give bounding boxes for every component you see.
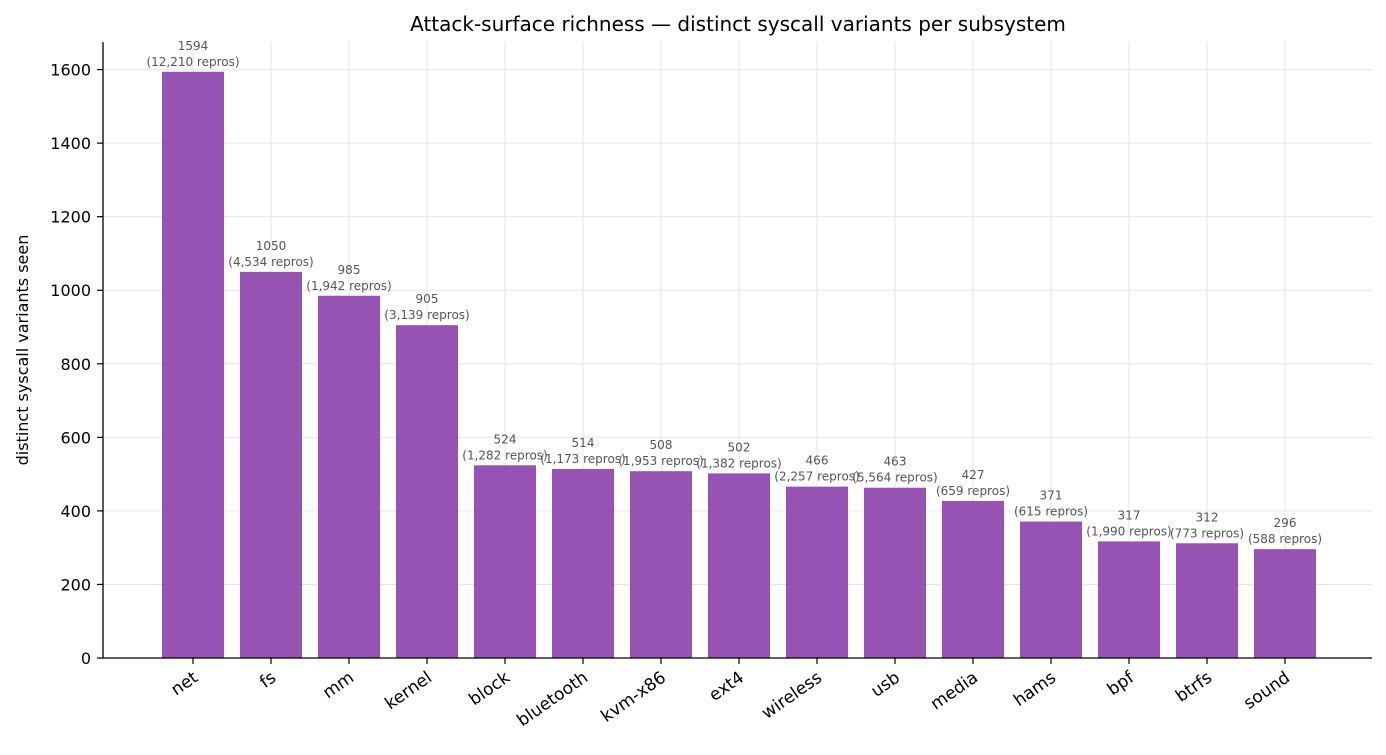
value-label: 312	[1196, 510, 1219, 524]
bar-kernel	[396, 325, 458, 658]
repro-label: (1,990 repros)	[1086, 524, 1171, 538]
value-label: 985	[338, 263, 361, 277]
value-label: 427	[962, 468, 985, 482]
chart-title: Attack-surface richness — distinct sysca…	[410, 12, 1066, 36]
y-tick-label: 400	[60, 502, 91, 521]
x-tick-label: hams	[1010, 668, 1060, 711]
y-tick-label: 1600	[50, 61, 91, 80]
value-label: 514	[572, 436, 595, 450]
x-tick-label: block	[465, 668, 514, 710]
value-label: 466	[806, 454, 829, 468]
x-tick-label: mm	[319, 668, 358, 703]
repro-label: (3,139 repros)	[384, 308, 469, 322]
bar-block	[474, 465, 536, 658]
y-axis-label: distinct syscall variants seen	[13, 235, 32, 466]
y-tick-label: 1000	[50, 281, 91, 300]
bar-kvm-x86	[630, 471, 692, 658]
repro-label: (773 repros)	[1170, 526, 1244, 540]
x-tick-label: fs	[256, 668, 280, 693]
bar-mm	[318, 295, 380, 658]
value-label: 524	[494, 432, 517, 446]
x-tick-label: media	[927, 668, 982, 715]
bar-ext4	[708, 473, 770, 658]
bar-fs	[240, 271, 302, 658]
repro-label: (5,564 repros)	[852, 471, 937, 485]
repro-label: (4,534 repros)	[228, 255, 313, 269]
bars-group	[162, 71, 1316, 659]
bar-usb	[864, 487, 926, 658]
x-tick-label: kernel	[382, 668, 436, 714]
value-label: 1050	[256, 239, 287, 253]
y-tick-label: 1200	[50, 208, 91, 227]
y-tick-label: 1400	[50, 134, 91, 153]
repro-label: (2,257 repros)	[774, 470, 859, 484]
repro-label: (1,282 repros)	[462, 448, 547, 462]
repro-label: (1,953 repros)	[618, 454, 703, 468]
value-label: 502	[728, 440, 751, 454]
x-tick-label: sound	[1240, 668, 1294, 714]
repro-label: (12,210 repros)	[146, 55, 239, 69]
bar-media	[942, 500, 1004, 658]
data-labels-group: 1594 (12,210 repros) 1050 (4,534 repros) 985…	[146, 39, 1322, 546]
y-tick-label: 600	[60, 428, 91, 447]
value-label: 317	[1118, 508, 1141, 522]
x-tick-label: net	[168, 668, 203, 701]
bar-btrfs	[1176, 543, 1238, 658]
bar-wireless	[786, 486, 848, 658]
y-tick-label: 800	[60, 355, 91, 374]
x-tick-label: usb	[867, 668, 903, 702]
repro-label: (1,942 repros)	[306, 279, 391, 293]
bar-hams	[1020, 521, 1082, 658]
bar-sound	[1254, 549, 1316, 658]
x-tick-label: wireless	[758, 668, 826, 724]
y-ticks-group: 0 200 400 600 800 1000 1200 1400 1600	[50, 61, 103, 668]
x-tick-label: bluetooth	[514, 668, 592, 731]
value-label: 1594	[178, 39, 209, 53]
axes-group	[102, 42, 1372, 659]
bar-bluetooth	[552, 468, 614, 658]
x-tick-label: ext4	[706, 668, 748, 706]
value-label: 508	[650, 438, 673, 452]
repro-label: (615 repros)	[1014, 505, 1088, 519]
value-label: 463	[884, 455, 907, 469]
repro-label: (1,382 repros)	[696, 456, 781, 470]
value-label: 296	[1274, 516, 1297, 530]
repro-label: (588 repros)	[1248, 532, 1322, 546]
y-tick-label: 200	[60, 575, 91, 594]
x-tick-label: btrfs	[1172, 668, 1216, 707]
bar-bpf	[1098, 541, 1160, 658]
y-tick-label: 0	[81, 649, 91, 668]
x-tick-label: bpf	[1104, 667, 1139, 700]
value-label: 905	[416, 292, 439, 306]
value-label: 371	[1040, 489, 1063, 503]
repro-label: (1,173 repros)	[540, 452, 625, 466]
x-tick-label: kvm-x86	[598, 668, 670, 727]
x-ticks-group: net fs mm kernel block bluetooth kvm-x86 ext4 wi…	[168, 658, 1294, 731]
bar-net	[162, 71, 224, 659]
repro-label: (659 repros)	[936, 484, 1010, 498]
